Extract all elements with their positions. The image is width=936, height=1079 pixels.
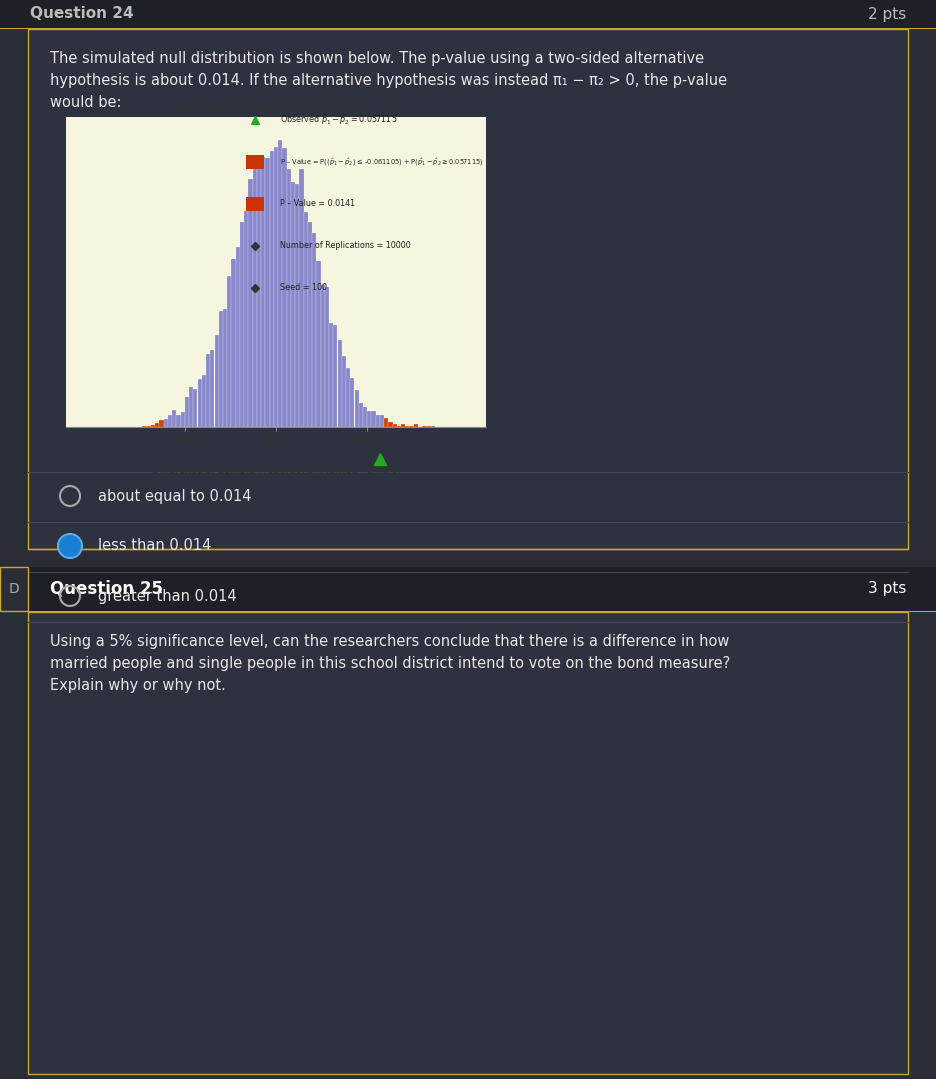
Bar [329,324,333,427]
Text: greater than 0.014: greater than 0.014 [98,588,237,603]
Bar [159,420,164,427]
Bar [266,159,270,427]
Text: Question 24: Question 24 [30,6,134,22]
Bar [155,423,159,427]
Bar [197,379,202,427]
Bar [405,425,410,427]
Bar [346,368,350,427]
Bar [350,378,355,427]
Text: D: D [8,582,20,596]
Bar [223,309,227,427]
Text: Number of Replications = 10000: Number of Replications = 10000 [280,241,411,250]
Bar [0,0,936,28]
Bar [253,168,256,427]
Bar [184,397,189,427]
Bar [231,259,236,427]
Bar [384,419,388,427]
Text: less than 0.014: less than 0.014 [98,538,212,554]
Text: Explain why or why not.: Explain why or why not. [50,678,226,693]
Bar [325,287,329,427]
Bar [202,374,206,427]
Bar [0,566,936,611]
X-axis label: Difference of Sample Proportions (Married - Single): Difference of Sample Proportions (Marrie… [152,465,401,476]
Bar [164,419,168,427]
Text: hypothesis is about 0.014. If the alternative hypothesis was instead π₁ − π₂ > 0: hypothesis is about 0.014. If the altern… [50,73,727,88]
Text: Seed = 100: Seed = 100 [280,283,328,292]
Bar [168,415,172,427]
Bar [189,386,193,427]
Bar [283,148,286,427]
Circle shape [60,536,80,556]
Text: The simulated null distribution is shown below. The p-value using a two-sided al: The simulated null distribution is shown… [50,51,704,66]
Text: would be:: would be: [50,95,122,110]
Bar [240,222,244,427]
Bar [380,415,384,427]
Bar [245,196,265,210]
Text: about equal to 0.014: about equal to 0.014 [98,489,252,504]
Bar [0,566,28,611]
Bar [303,211,308,427]
Bar [308,222,312,427]
Bar [295,185,300,427]
Bar [227,275,231,427]
Bar [358,404,363,427]
Bar [333,326,338,427]
Bar [402,424,405,427]
Bar [363,407,367,427]
Bar [172,410,176,427]
Bar [248,179,253,427]
Bar [219,311,223,427]
Bar [375,414,380,427]
Bar [321,285,325,427]
Bar [274,147,278,427]
Bar [342,356,346,427]
Text: 3 pts: 3 pts [868,582,906,597]
Bar [206,354,211,427]
Bar [312,233,316,427]
Bar [244,210,248,427]
Title: Distribution of simulated values of $\hat{\beta}_1 - \hat{\beta}_2$: Distribution of simulated values of $\ha… [159,97,393,115]
Bar [355,390,358,427]
Bar [214,334,219,427]
Bar [270,151,274,427]
Bar [372,411,375,427]
Bar [338,340,342,427]
Bar [28,612,908,1074]
Bar [28,29,908,549]
Bar [176,415,181,427]
Text: P – Value = 0.0141: P – Value = 0.0141 [280,200,356,208]
Text: Observed $\hat{p}_1 - \hat{p}_2 = 0.057115$: Observed $\hat{p}_1 - \hat{p}_2 = 0.0571… [280,113,398,127]
Bar [316,261,320,427]
Bar [245,155,265,169]
Bar [261,158,265,427]
Bar [397,425,402,427]
Bar [291,181,295,427]
Bar [194,388,197,427]
Bar [181,412,184,427]
Bar [257,164,261,427]
Text: Using a 5% significance level, can the researchers conclude that there is a diff: Using a 5% significance level, can the r… [50,634,729,648]
Bar [414,424,418,427]
Bar [236,247,240,427]
Text: Question 25: Question 25 [50,581,163,598]
Text: married people and single people in this school district intend to vote on the b: married people and single people in this… [50,656,730,671]
Bar [393,424,397,427]
Bar [367,411,372,427]
Bar [388,422,392,427]
Bar [286,169,291,427]
Bar [211,350,214,427]
Text: 2 pts: 2 pts [868,6,906,22]
Text: P – Value = P(($\hat{p}_1 - \hat{p}_2$) ≤ -0.061105) + P($\hat{p}_1 - \hat{p}_2 : P – Value = P(($\hat{p}_1 - \hat{p}_2$) … [280,156,484,167]
Bar [300,168,303,427]
Bar [278,140,283,427]
Bar [151,425,155,427]
